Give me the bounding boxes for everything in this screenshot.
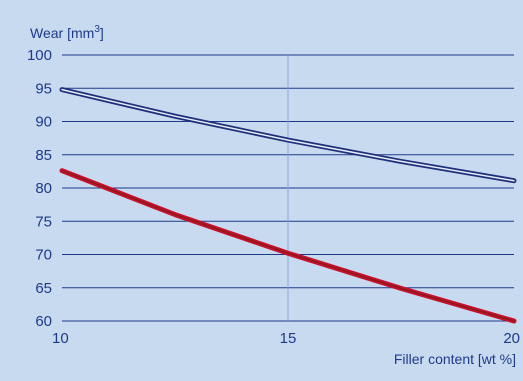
series-line-2-highlight <box>61 169 515 322</box>
series-line-1-highlight <box>61 88 515 182</box>
y-axis-label-superscript: 3 <box>94 24 100 35</box>
y-tick-label-70: 70 <box>35 247 52 264</box>
y-tick-label-95: 95 <box>35 80 52 97</box>
y-tick-label-85: 85 <box>35 147 52 164</box>
tick-label-layer: 60 65 70 75 80 85 90 95 100 10 15 20 <box>27 47 520 347</box>
x-tick-label-15: 15 <box>280 330 297 347</box>
y-axis-label: Wear [mm3] <box>30 24 104 41</box>
x-tick-label-20: 20 <box>503 330 520 347</box>
y-tick-label-100: 100 <box>27 47 52 64</box>
series-layer <box>59 87 517 324</box>
y-tick-label-60: 60 <box>35 313 52 330</box>
y-tick-label-80: 80 <box>35 180 52 197</box>
x-tick-label-10: 10 <box>52 330 69 347</box>
grid-layer <box>62 54 514 322</box>
x-axis-label: Filler content [wt %] <box>394 351 516 367</box>
y-tick-label-75: 75 <box>35 213 52 230</box>
y-axis-label-prefix: Wear [mm <box>30 25 94 41</box>
y-tick-label-65: 65 <box>35 280 52 297</box>
y-axis-label-suffix: ] <box>100 25 104 41</box>
y-tick-label-90: 90 <box>35 114 52 131</box>
